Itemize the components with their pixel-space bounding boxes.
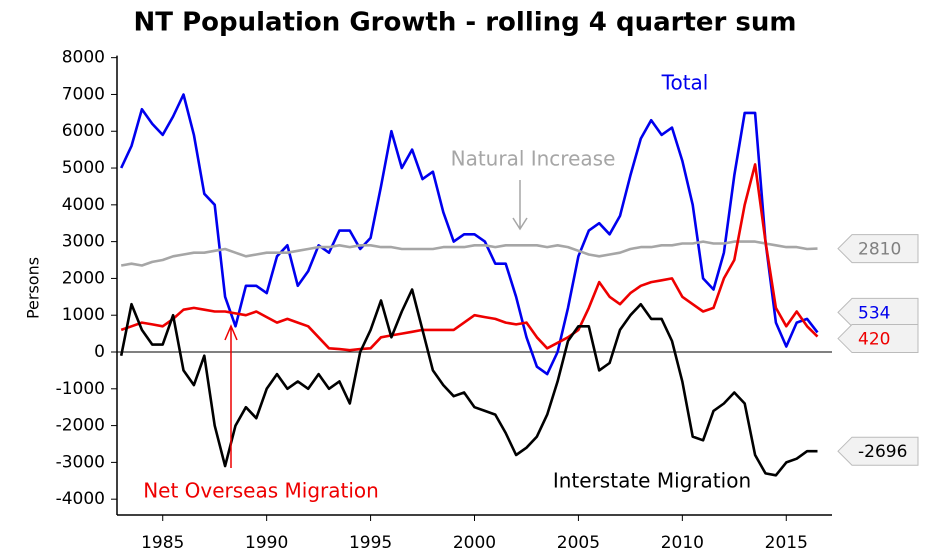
series-label: Natural Increase — [451, 147, 616, 171]
y-tick-label: -1000 — [56, 379, 105, 399]
y-axis-label: Persons — [24, 257, 43, 319]
x-tick-label: 2005 — [557, 533, 600, 553]
x-tick-label: 1990 — [245, 533, 288, 553]
end-label: 420 — [858, 330, 890, 350]
y-tick-label: 6000 — [62, 121, 105, 141]
end-label-box — [837, 234, 919, 264]
y-tick-label: 0 — [94, 342, 105, 362]
series-line — [120, 240, 818, 267]
series-label: Interstate Migration — [553, 469, 751, 493]
y-tick-label: 7000 — [62, 84, 105, 104]
y-tick-label: 4000 — [62, 195, 105, 215]
x-tick-label: 1995 — [349, 533, 392, 553]
end-label-box — [837, 436, 919, 466]
y-tick-label: -3000 — [56, 452, 105, 472]
annotation-arrow — [224, 324, 238, 468]
y-tick-label: 1000 — [62, 305, 105, 325]
x-tick-label: 2010 — [661, 533, 704, 553]
series-label: Net Overseas Migration — [143, 479, 379, 503]
x-tick-label: 2015 — [765, 533, 808, 553]
x-tick-label: 1985 — [141, 533, 184, 553]
end-label: 534 — [858, 303, 890, 323]
series-line — [120, 163, 819, 352]
end-label-box — [837, 324, 919, 354]
series-line — [120, 93, 819, 376]
x-tick-label: 2000 — [453, 533, 496, 553]
y-tick-label: 3000 — [62, 232, 105, 252]
y-tick-label: 8000 — [62, 48, 105, 68]
chart-title: NT Population Growth - rolling 4 quarter… — [134, 8, 797, 38]
end-label: 2810 — [858, 240, 901, 260]
y-tick-label: 2000 — [62, 268, 105, 288]
y-tick-label: -2000 — [56, 416, 105, 436]
annotation-arrow — [512, 180, 528, 231]
y-tick-label: 5000 — [62, 158, 105, 178]
end-label-box — [837, 297, 919, 327]
end-label: -2696 — [858, 442, 907, 462]
series-line — [119, 288, 818, 477]
y-tick-label: -4000 — [56, 489, 105, 509]
series-label: Total — [661, 71, 709, 95]
